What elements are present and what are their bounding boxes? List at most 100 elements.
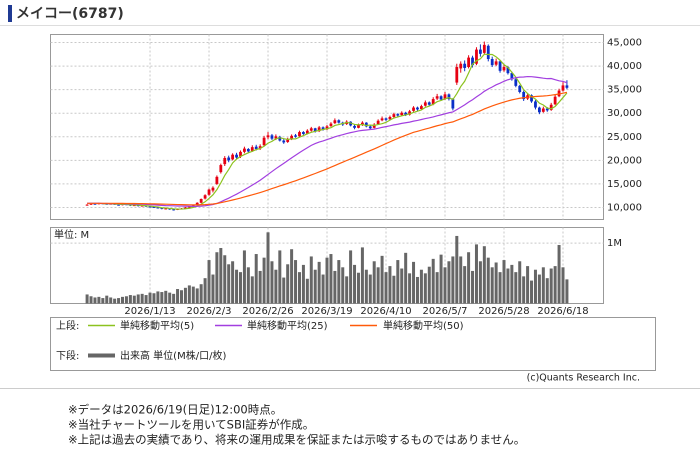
volume-bar xyxy=(329,254,333,304)
volume-bar xyxy=(565,279,569,304)
candle-body xyxy=(203,195,207,199)
volume-bar xyxy=(140,293,144,304)
volume-bar xyxy=(447,261,451,304)
candle-body xyxy=(431,99,435,105)
volume-bar xyxy=(423,273,427,304)
volume-bar xyxy=(384,272,388,304)
volume-bar xyxy=(557,244,561,304)
candle-body xyxy=(219,165,223,173)
candle-body xyxy=(290,135,294,140)
volume-bar xyxy=(246,267,250,304)
volume-bar xyxy=(266,232,270,304)
volume-bar xyxy=(235,269,239,304)
candle-body xyxy=(305,130,309,134)
footnote: ※上記は過去の実績であり、将来の運用成果を保証または示唆するものではありません。 xyxy=(68,433,525,447)
volume-bar xyxy=(333,270,337,304)
volume-bar xyxy=(305,278,309,304)
candle-body xyxy=(561,85,565,91)
volume-bar xyxy=(317,261,321,304)
candle-body xyxy=(534,101,537,108)
volume-bar xyxy=(168,292,172,304)
volume-bar xyxy=(301,264,305,304)
volume-bar xyxy=(290,249,294,304)
volume-bar xyxy=(105,295,109,304)
candle-body xyxy=(286,139,290,142)
volume-bar xyxy=(486,257,490,304)
candle-body xyxy=(447,94,451,100)
volume-bar xyxy=(526,266,530,304)
x-tick-label: 2026/2/3 xyxy=(187,306,232,317)
volume-bar xyxy=(89,296,93,304)
volume-bar xyxy=(215,252,219,304)
volume-bar xyxy=(345,276,349,304)
candle-body xyxy=(227,157,231,161)
volume-bar xyxy=(467,252,471,304)
candle-body xyxy=(412,107,415,111)
candle-body xyxy=(282,140,286,143)
volume-bar xyxy=(549,268,553,304)
volume-bar xyxy=(561,267,565,304)
candle-body xyxy=(270,135,274,139)
moving-average-line xyxy=(102,53,568,210)
moving-average-line xyxy=(87,75,568,207)
candle-body xyxy=(553,96,557,105)
volume-bar xyxy=(136,294,140,304)
volume-bar xyxy=(270,261,274,304)
candle-body xyxy=(231,154,235,160)
volume-bar xyxy=(392,275,396,304)
candle-body xyxy=(392,114,396,117)
candle-body xyxy=(250,147,254,151)
candle-body xyxy=(463,63,467,68)
volume-bar xyxy=(471,270,475,304)
candle-body xyxy=(498,61,502,71)
volume-bar xyxy=(435,272,439,304)
title-marker xyxy=(8,5,12,22)
volume-bar xyxy=(541,267,545,304)
candle-body xyxy=(325,126,329,130)
legend-entry: 単純移動平均(5) xyxy=(120,319,194,332)
candle-body xyxy=(427,102,431,105)
volume-bar xyxy=(294,260,298,304)
volume-bar xyxy=(238,272,242,304)
y-tick-label: 25,000 xyxy=(607,132,642,143)
volume-bar xyxy=(176,289,180,304)
volume-bar xyxy=(172,293,176,304)
candle-body xyxy=(89,203,93,205)
legend-entry: 出来高 単位(M株/口/枚) xyxy=(120,349,226,362)
candle-body xyxy=(482,44,486,53)
candle-body xyxy=(475,49,478,64)
y-tick-label: 15,000 xyxy=(607,179,642,190)
candle-body xyxy=(152,207,156,209)
volume-bar xyxy=(404,252,408,304)
y-tick-label: 45,000 xyxy=(607,38,642,49)
legend-upper-label: 上段: xyxy=(56,319,79,332)
volume-bar xyxy=(337,260,341,304)
candle-body xyxy=(545,108,549,111)
candle-body xyxy=(309,128,313,131)
candle-body xyxy=(302,132,305,134)
volume-bar xyxy=(128,295,132,304)
candle-body xyxy=(443,94,447,100)
volume-bar xyxy=(439,254,443,304)
candle-body xyxy=(313,128,317,132)
volume-bar xyxy=(427,266,431,304)
candle-body xyxy=(537,107,541,113)
x-tick-label: 2026/1/13 xyxy=(124,306,175,317)
volume-bar xyxy=(286,264,290,304)
volume-bar xyxy=(412,261,416,304)
candle-body xyxy=(132,205,136,207)
volume-bar xyxy=(254,254,258,304)
copyright: (c)Quants Research Inc. xyxy=(527,373,640,384)
volume-bar xyxy=(518,261,522,304)
y-tick-label: 35,000 xyxy=(607,85,642,96)
volume-bar xyxy=(522,276,526,304)
volume-bar xyxy=(494,262,498,304)
candle-body xyxy=(117,204,120,206)
volume-bar xyxy=(93,297,97,304)
volume-bar xyxy=(372,261,376,304)
volume-bar xyxy=(262,257,266,304)
volume-bar xyxy=(117,298,121,304)
x-tick-label: 2026/6/18 xyxy=(537,306,588,317)
candle-body xyxy=(258,146,262,149)
